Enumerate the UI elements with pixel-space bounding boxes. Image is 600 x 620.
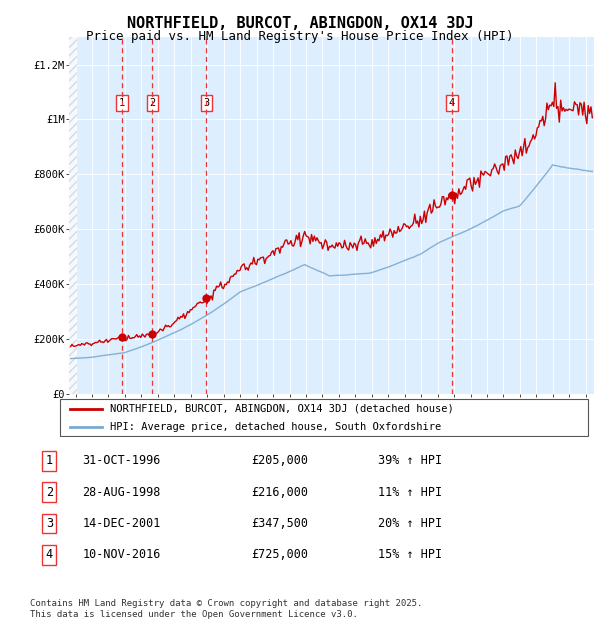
Text: 31-OCT-1996: 31-OCT-1996 [82,454,161,467]
Text: 3: 3 [203,98,209,108]
Text: NORTHFIELD, BURCOT, ABINGDON, OX14 3DJ (detached house): NORTHFIELD, BURCOT, ABINGDON, OX14 3DJ (… [110,404,454,414]
Text: 11% ↑ HPI: 11% ↑ HPI [378,485,442,498]
Text: £347,500: £347,500 [251,517,308,530]
Text: £205,000: £205,000 [251,454,308,467]
Text: 20% ↑ HPI: 20% ↑ HPI [378,517,442,530]
Text: 4: 4 [46,548,53,561]
FancyBboxPatch shape [59,399,589,436]
Text: 2: 2 [149,98,155,108]
Text: 28-AUG-1998: 28-AUG-1998 [82,485,161,498]
Text: 2: 2 [46,485,53,498]
Text: NORTHFIELD, BURCOT, ABINGDON, OX14 3DJ: NORTHFIELD, BURCOT, ABINGDON, OX14 3DJ [127,16,473,31]
Bar [69,37,77,394]
Text: 15% ↑ HPI: 15% ↑ HPI [378,548,442,561]
Text: £216,000: £216,000 [251,485,308,498]
Bar [69,37,77,394]
Text: 3: 3 [46,517,53,530]
Text: 10-NOV-2016: 10-NOV-2016 [82,548,161,561]
Text: 39% ↑ HPI: 39% ↑ HPI [378,454,442,467]
Text: 4: 4 [449,98,455,108]
Text: 14-DEC-2001: 14-DEC-2001 [82,517,161,530]
Text: HPI: Average price, detached house, South Oxfordshire: HPI: Average price, detached house, Sout… [110,422,442,432]
Text: £725,000: £725,000 [251,548,308,561]
Text: Contains HM Land Registry data © Crown copyright and database right 2025.
This d: Contains HM Land Registry data © Crown c… [30,600,422,619]
Text: Price paid vs. HM Land Registry's House Price Index (HPI): Price paid vs. HM Land Registry's House … [86,30,514,43]
Text: 1: 1 [119,98,125,108]
Text: 1: 1 [46,454,53,467]
